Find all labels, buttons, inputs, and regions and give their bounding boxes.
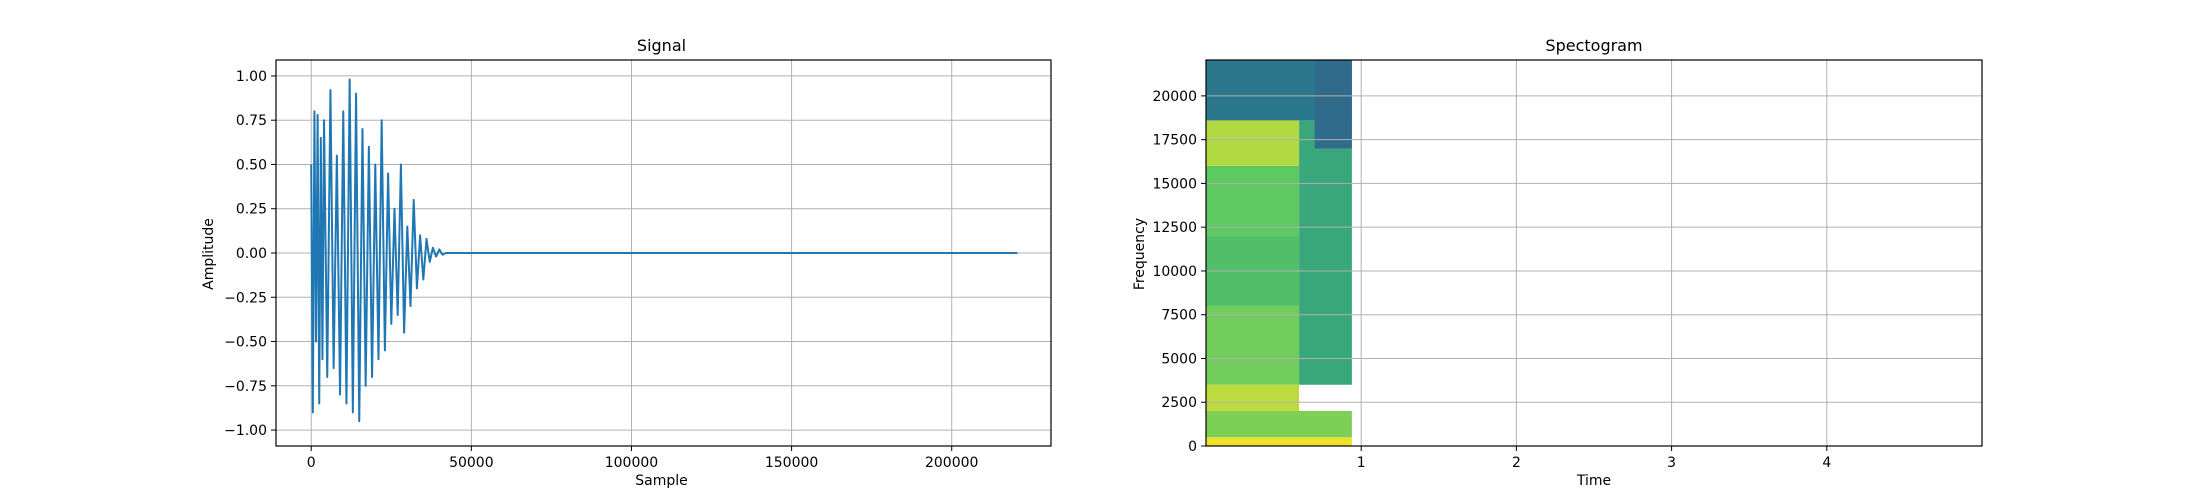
signal-y-tick-label: −0.25 [224,290,267,306]
signal-x-tick-label: 150000 [765,455,818,471]
signal-y-tick-label: −0.50 [224,335,267,351]
spectrogram-band [1206,437,1352,446]
spectrogram-x-tick-label: 1 [1357,455,1366,471]
spectrogram-xlabel: Time [1576,473,1611,489]
signal-xlabel: Sample [635,473,688,489]
spectrogram-y-tick-label: 12500 [1152,220,1197,236]
spectrogram-y-tick-label: 0 [1188,439,1197,455]
spectrogram-y-tick-label: 2500 [1161,395,1197,411]
signal-x-tick-label: 100000 [605,455,658,471]
spectrogram-band [1206,410,1352,438]
spectrogram-band [1314,60,1352,149]
signal-y-tick-label: 0.50 [236,157,267,173]
signal-y-tick-label: −1.00 [224,423,267,439]
signal-line [310,78,1018,423]
spectrogram-ylabel: Frequency [1132,218,1148,290]
signal-y-tick-label: 0.00 [236,246,267,262]
signal-plot: Signal Sample Amplitude 0 50000 100000 1500… [201,36,1052,489]
spectrogram-grid [1206,60,1982,447]
signal-y-tick-label: −0.75 [224,379,267,395]
spectrogram-heatmap [1206,60,1352,446]
spectrogram-x-tick-label: 2 [1512,455,1521,471]
signal-x-tick-label: 200000 [925,455,978,471]
signal-x-tick-label: 0 [307,455,316,471]
spectrogram-plot: Spectogram Time Frequency 1 2 3 4 0 2500 5000 7… [1132,36,1983,489]
signal-ylabel: Amplitude [201,218,217,290]
signal-title: Signal [637,36,686,55]
spectrogram-title: Spectogram [1545,36,1642,55]
signal-y-tick-label: 1.00 [236,69,267,85]
spectrogram-y-tick-label: 15000 [1152,176,1197,192]
signal-ticks: 0 50000 100000 150000 200000 −1.00 −0.75 −0.50 −… [224,69,978,471]
spectrogram-band [1206,165,1300,236]
spectrogram-band [1206,384,1300,411]
spectrogram-y-tick-label: 17500 [1152,133,1197,149]
signal-x-tick-label: 50000 [449,455,494,471]
spectrogram-ticks: 1 2 3 4 0 2500 5000 7500 10000 12500 15000 17500 200… [1152,89,1831,471]
signal-series [310,78,1018,423]
spectrogram-y-tick-label: 10000 [1152,264,1197,280]
spectrogram-x-tick-label: 4 [1822,455,1831,471]
spectrogram-band [1206,120,1300,166]
signal-y-tick-label: 0.75 [236,113,267,129]
spectrogram-band [1299,120,1352,385]
spectrogram-band [1206,305,1300,385]
spectrogram-y-tick-label: 7500 [1161,308,1197,324]
signal-y-tick-label: 0.25 [236,202,267,218]
spectrogram-x-tick-label: 3 [1667,455,1676,471]
spectrogram-y-tick-label: 5000 [1161,351,1197,367]
spectrogram-y-tick-label: 20000 [1152,89,1197,105]
spectrogram-axes-frame [1205,59,1983,447]
